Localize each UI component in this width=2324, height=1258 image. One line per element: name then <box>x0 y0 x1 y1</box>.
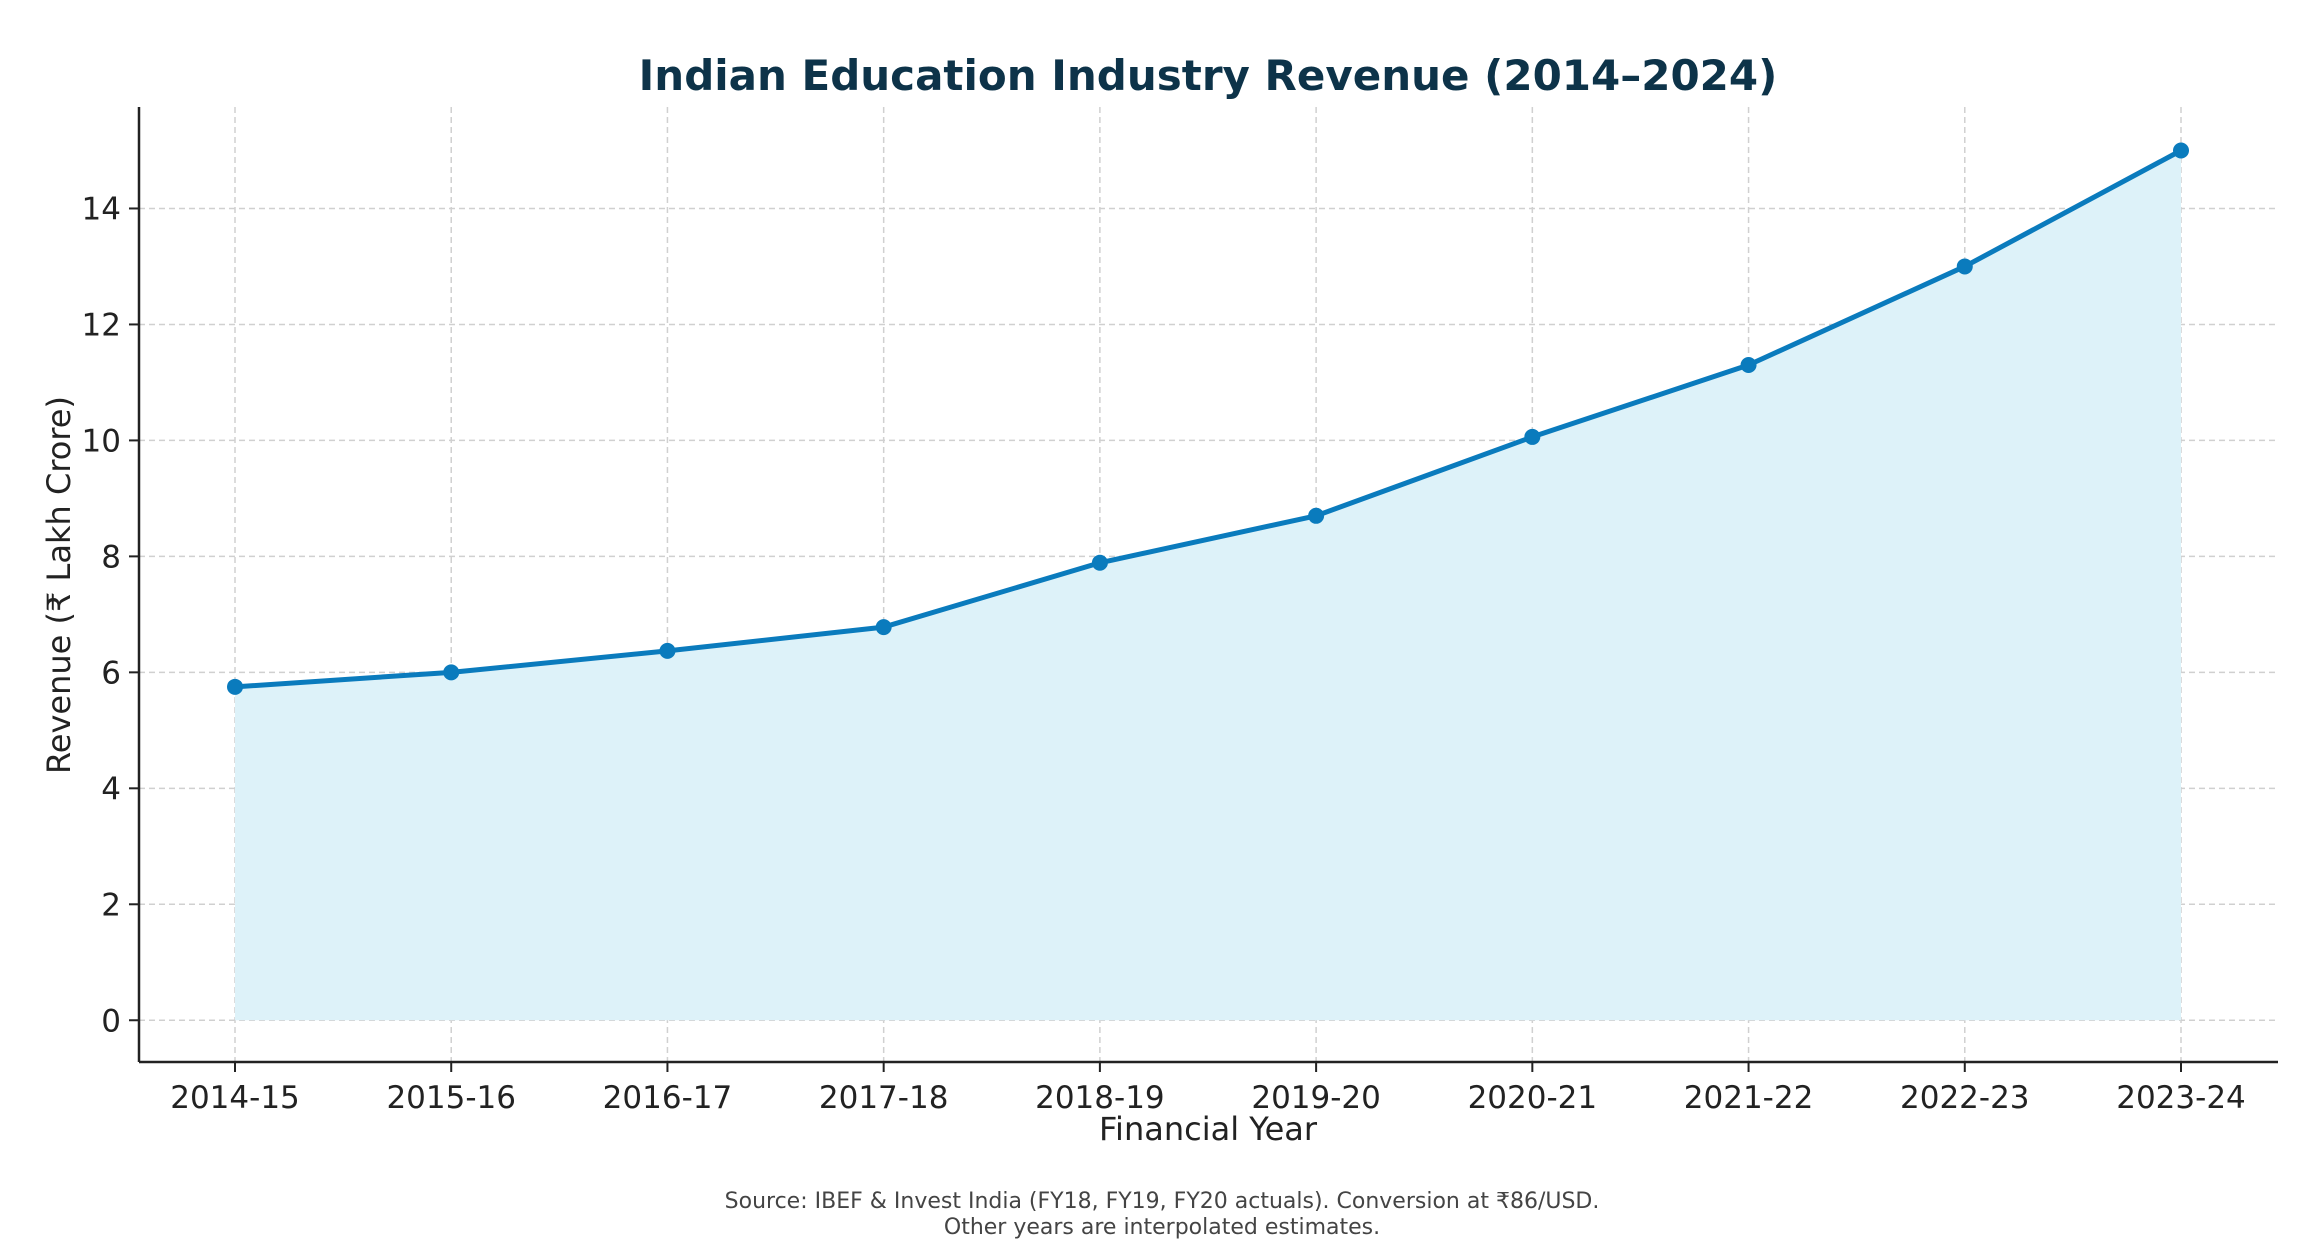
x-tick-label: 2017-18 <box>819 1080 949 1116</box>
x-tick-labels: 2014-15 2015-16 2016-17 2017-18 2018-19 2019-… <box>170 1080 2246 1116</box>
x-tick-label: 2015-16 <box>386 1080 516 1116</box>
axes <box>129 107 2278 1072</box>
y-tick-labels: 0 2 4 6 8 10 12 14 <box>82 191 121 1039</box>
x-axis-label: Financial Year <box>1099 1110 1318 1148</box>
y-tick-label: 6 <box>101 655 121 691</box>
data-point <box>1091 554 1108 571</box>
data-point <box>1740 357 1757 374</box>
data-point <box>875 619 892 636</box>
chart-title: Indian Education Industry Revenue (2014–… <box>639 51 1778 100</box>
y-tick-label: 0 <box>101 1003 121 1039</box>
x-tick-label: 2018-19 <box>1035 1080 1165 1116</box>
area-fill <box>235 150 2181 1021</box>
y-tick-label: 12 <box>82 307 121 343</box>
y-tick-label: 8 <box>101 539 121 575</box>
y-tick-label: 10 <box>82 423 121 459</box>
x-tick-label: 2014-15 <box>170 1080 300 1116</box>
x-tick-label: 2020-21 <box>1468 1080 1598 1116</box>
x-tick-label: 2023-24 <box>2116 1080 2246 1116</box>
data-point <box>1308 507 1325 524</box>
footnote-line-2: Other years are interpolated estimates. <box>944 1215 1380 1240</box>
y-tick-label: 14 <box>82 191 121 227</box>
data-point <box>443 664 460 681</box>
data-points <box>227 142 2189 695</box>
data-point <box>227 678 243 695</box>
revenue-line <box>234 148 2183 690</box>
y-tick-label: 4 <box>101 771 121 807</box>
data-point <box>2173 142 2189 159</box>
y-tick-label: 2 <box>101 887 121 923</box>
footnote-line-1: Source: IBEF & Invest India (FY18, FY19,… <box>725 1189 1600 1214</box>
data-point <box>1956 258 1973 275</box>
data-point <box>1524 428 1541 445</box>
x-tick-label: 2022-23 <box>1900 1080 2030 1116</box>
x-tick-label: 2016-17 <box>603 1080 733 1116</box>
x-tick-label: 2019-20 <box>1251 1080 1381 1116</box>
y-axis-label: Revenue (₹ Lakh Crore) <box>40 396 78 774</box>
data-point <box>659 642 676 659</box>
x-tick-label: 2021-22 <box>1684 1080 1814 1116</box>
